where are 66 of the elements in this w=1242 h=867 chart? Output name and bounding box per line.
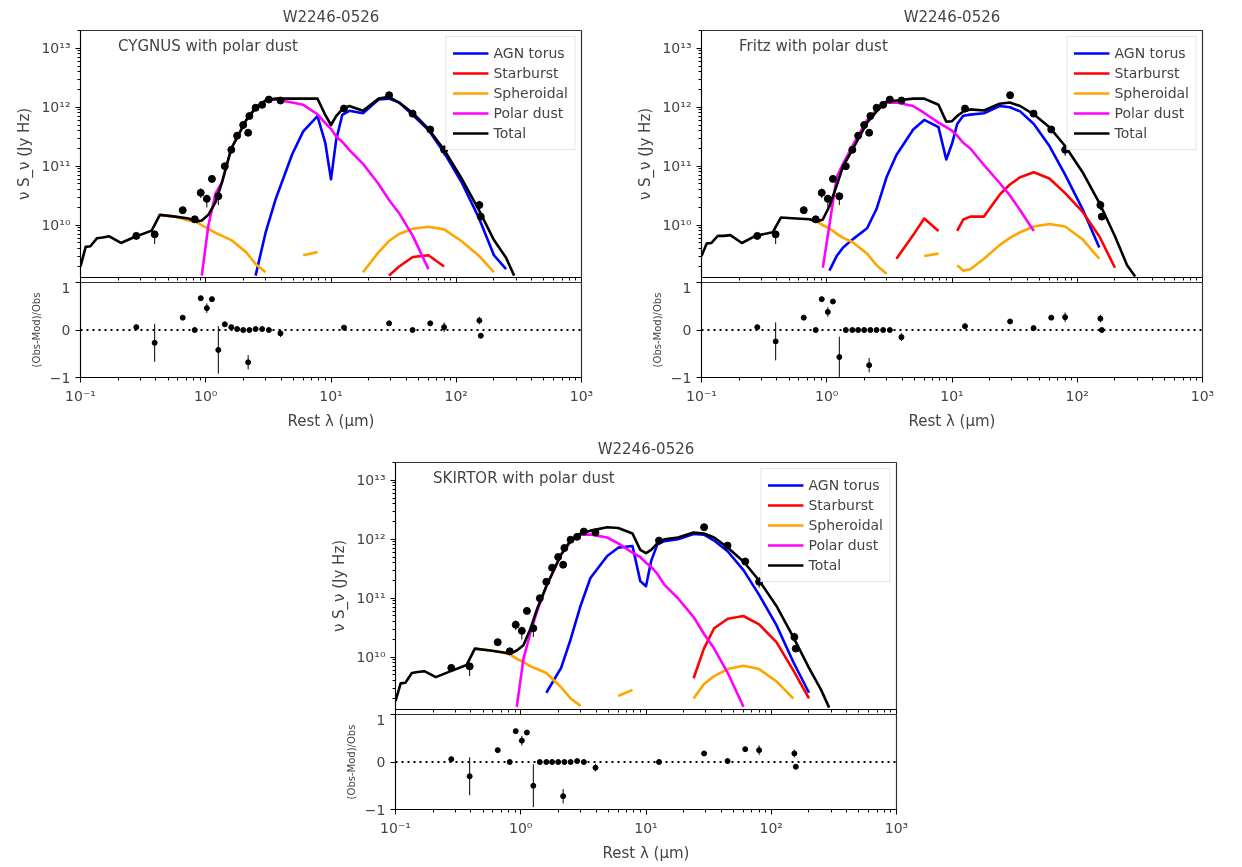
y-tick-label: 0 xyxy=(682,322,692,338)
y-axis-title: ν S_ν (Jy Hz) xyxy=(636,107,656,201)
x-axis-title: Rest λ (μm) xyxy=(908,411,996,430)
y-tick-label: 1 xyxy=(61,279,71,296)
y-tick-label: 1 xyxy=(376,711,386,728)
x-tick-label: 10⁰ xyxy=(815,387,839,404)
x-tick-label: 10⁰ xyxy=(194,387,218,404)
chart-title: W2246-0526 xyxy=(282,7,380,26)
y-tick-label: 10¹¹ xyxy=(662,158,692,175)
y-axis-title: (Obs-Mod)/Obs xyxy=(651,292,663,368)
legend-label: Total xyxy=(493,125,527,141)
x-tick-label: 10³ xyxy=(569,387,594,404)
legend-label: AGN torus xyxy=(493,45,565,61)
legend-label: Total xyxy=(1114,125,1148,141)
x-tick-label: 10³ xyxy=(1190,387,1215,404)
y-tick-label: 10¹³ xyxy=(41,40,71,57)
x-tick-label: 10⁰ xyxy=(509,819,533,836)
x-tick-label: 10⁻¹ xyxy=(686,387,717,404)
x-tick-label: 10³ xyxy=(884,819,909,836)
legend-label: Starburst xyxy=(1114,65,1180,81)
y-tick-label: 0 xyxy=(376,754,386,770)
x-tick-label: 10¹ xyxy=(319,387,343,404)
y-tick-label: 10¹⁰ xyxy=(662,217,692,234)
x-tick-label: 10² xyxy=(444,387,468,404)
annotation: Fritz with polar dust xyxy=(739,36,888,55)
x-tick-label: 10¹ xyxy=(634,819,658,836)
y-tick-label: −1 xyxy=(670,369,692,386)
y-axis-title: ν S_ν (Jy Hz) xyxy=(15,107,35,201)
y-axis-title: (Obs-Mod)/Obs xyxy=(345,724,357,800)
legend-label: Polar dust xyxy=(493,105,564,121)
legend-label: Spheroidal xyxy=(1114,85,1189,101)
y-tick-label: 10¹³ xyxy=(356,472,386,489)
y-tick-label: 0 xyxy=(61,322,71,338)
x-tick-label: 10⁻¹ xyxy=(380,819,411,836)
legend-label: Polar dust xyxy=(808,537,879,553)
y-tick-label: 10¹⁰ xyxy=(41,217,71,234)
x-axis-title: Rest λ (μm) xyxy=(287,411,375,430)
legend-label: Starburst xyxy=(493,65,559,81)
x-tick-label: 10⁻¹ xyxy=(65,387,96,404)
y-axis-title: (Obs-Mod)/Obs xyxy=(30,292,42,368)
y-tick-label: 10¹⁰ xyxy=(356,649,386,666)
annotation: SKIRTOR with polar dust xyxy=(433,468,615,487)
legend-label: AGN torus xyxy=(1114,45,1186,61)
y-tick-label: 10¹² xyxy=(662,99,692,116)
chart-title: W2246-0526 xyxy=(597,439,695,458)
legend-label: Spheroidal xyxy=(808,517,883,533)
y-tick-label: −1 xyxy=(49,369,71,386)
legend-label: Starburst xyxy=(808,497,874,513)
y-tick-label: −1 xyxy=(364,801,386,818)
x-tick-label: 10² xyxy=(759,819,783,836)
legend-label: AGN torus xyxy=(808,477,880,493)
y-tick-label: 10¹¹ xyxy=(356,590,386,607)
chart-title: W2246-0526 xyxy=(903,7,1001,26)
x-axis-title: Rest λ (μm) xyxy=(602,843,690,862)
legend-label: Total xyxy=(808,557,842,573)
y-tick-label: 1 xyxy=(682,279,692,296)
legend-label: Polar dust xyxy=(1114,105,1185,121)
x-tick-label: 10¹ xyxy=(940,387,964,404)
y-tick-label: 10¹¹ xyxy=(41,158,71,175)
annotation: CYGNUS with polar dust xyxy=(118,36,298,55)
y-axis-title: ν S_ν (Jy Hz) xyxy=(330,539,350,633)
y-tick-label: 10¹² xyxy=(41,99,71,116)
x-tick-label: 10² xyxy=(1065,387,1089,404)
legend-label: Spheroidal xyxy=(493,85,568,101)
y-tick-label: 10¹² xyxy=(356,531,386,548)
y-tick-label: 10¹³ xyxy=(662,40,692,57)
